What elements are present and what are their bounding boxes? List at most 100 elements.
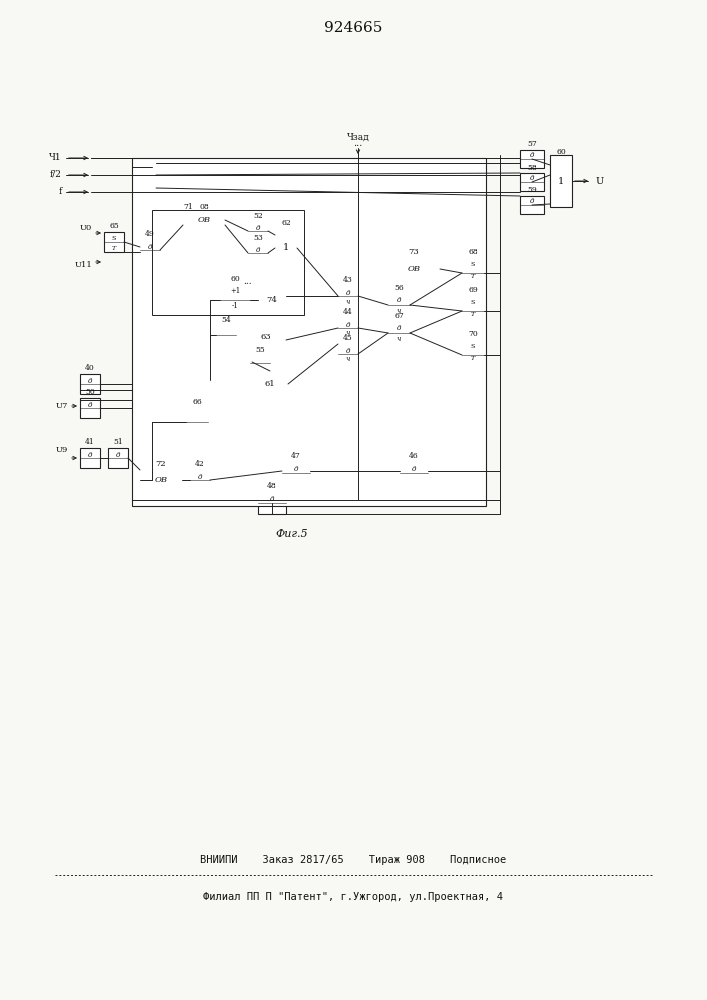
Text: 924665: 924665 xyxy=(324,21,382,35)
Bar xyxy=(252,374,288,394)
Text: 73: 73 xyxy=(409,248,419,256)
Bar xyxy=(183,210,225,230)
Bar xyxy=(338,344,358,364)
Bar xyxy=(462,258,484,288)
Bar xyxy=(462,340,484,370)
Text: 71: 71 xyxy=(183,203,193,211)
Text: ВНИИПИ    Заказ 2817/65    Тираж 908    Подписное: ВНИИПИ Заказ 2817/65 Тираж 908 Подписное xyxy=(200,855,506,865)
Bar xyxy=(338,318,358,338)
Text: ч: ч xyxy=(397,335,401,343)
Text: 48: 48 xyxy=(267,483,277,490)
Text: +1: +1 xyxy=(230,287,240,295)
Text: 1: 1 xyxy=(558,176,564,186)
Text: ч: ч xyxy=(346,355,350,363)
Bar xyxy=(80,398,100,418)
Text: 49: 49 xyxy=(145,231,155,238)
Text: Ч1: Ч1 xyxy=(49,152,62,161)
Text: д: д xyxy=(116,451,120,459)
Text: д: д xyxy=(346,289,350,297)
Text: Филиал ПП П "Патент", г.Ужгород, ул.Проектная, 4: Филиал ПП П "Патент", г.Ужгород, ул.Прое… xyxy=(203,892,503,902)
Bar xyxy=(108,448,128,468)
Text: 60: 60 xyxy=(556,148,566,156)
Text: T: T xyxy=(471,312,475,318)
Bar xyxy=(140,240,160,260)
Text: ...: ... xyxy=(354,138,363,147)
Bar xyxy=(80,374,100,394)
Text: д: д xyxy=(198,473,202,481)
Text: д: д xyxy=(397,296,402,304)
Bar xyxy=(248,222,268,240)
Text: U9: U9 xyxy=(56,446,68,454)
Text: 72: 72 xyxy=(156,460,166,468)
Bar xyxy=(140,470,182,490)
Text: д: д xyxy=(88,401,92,409)
Text: ОВ: ОВ xyxy=(407,265,421,273)
Text: д: д xyxy=(530,197,534,205)
Text: 54: 54 xyxy=(221,316,231,324)
Text: 59: 59 xyxy=(527,186,537,194)
Text: 56: 56 xyxy=(394,284,404,292)
Bar xyxy=(520,196,544,214)
Text: 70: 70 xyxy=(468,330,478,338)
Text: 69: 69 xyxy=(468,286,478,294)
Text: 53: 53 xyxy=(253,234,263,242)
Text: 43: 43 xyxy=(343,276,353,284)
Text: 66: 66 xyxy=(192,398,202,406)
Bar xyxy=(248,244,268,262)
Text: -1: -1 xyxy=(232,302,238,310)
Text: 47: 47 xyxy=(291,452,301,460)
Text: ч: ч xyxy=(397,307,401,315)
Text: f: f xyxy=(59,186,62,196)
Bar xyxy=(520,150,544,168)
Text: 58: 58 xyxy=(527,163,537,172)
Bar xyxy=(80,448,100,468)
Text: 1: 1 xyxy=(283,243,289,252)
Text: S: S xyxy=(112,236,116,241)
Text: д: д xyxy=(148,243,152,251)
Bar xyxy=(338,286,358,306)
Bar xyxy=(216,326,236,344)
Bar xyxy=(282,462,310,484)
Text: 51: 51 xyxy=(113,438,123,446)
Bar xyxy=(462,296,484,326)
Bar xyxy=(132,158,486,506)
Text: ОВ: ОВ xyxy=(155,476,168,484)
Text: д: д xyxy=(346,347,350,355)
Text: f/2: f/2 xyxy=(50,169,62,178)
Text: 40: 40 xyxy=(85,364,95,372)
Text: 62: 62 xyxy=(281,219,291,227)
Text: S: S xyxy=(471,300,475,306)
Bar xyxy=(258,286,286,314)
Text: U11: U11 xyxy=(74,261,92,269)
Text: T: T xyxy=(112,245,116,250)
Bar xyxy=(388,294,410,316)
Bar xyxy=(250,355,270,371)
Text: д: д xyxy=(397,324,402,332)
Text: 68: 68 xyxy=(468,248,478,256)
Text: 67: 67 xyxy=(394,312,404,320)
Text: д: д xyxy=(346,321,350,329)
Text: ОВ: ОВ xyxy=(197,216,211,224)
Text: 44: 44 xyxy=(343,308,353,316)
Text: T: T xyxy=(471,357,475,361)
Bar xyxy=(104,232,124,252)
Text: 55: 55 xyxy=(255,346,265,354)
Text: U: U xyxy=(596,176,604,186)
Text: ч: ч xyxy=(346,329,350,337)
Text: 74: 74 xyxy=(267,296,277,304)
Text: 50: 50 xyxy=(85,388,95,396)
Text: д: д xyxy=(270,495,274,503)
Text: д: д xyxy=(88,451,92,459)
Text: 41: 41 xyxy=(85,438,95,446)
Text: 42: 42 xyxy=(195,460,205,468)
Bar xyxy=(258,492,286,514)
Text: U0: U0 xyxy=(80,224,92,232)
Text: Фиг.5: Фиг.5 xyxy=(276,529,308,539)
Text: ч: ч xyxy=(346,298,350,306)
Bar xyxy=(400,462,428,484)
Text: д: д xyxy=(88,377,92,385)
Text: 61: 61 xyxy=(264,380,275,388)
Bar xyxy=(520,173,544,191)
Text: S: S xyxy=(471,262,475,267)
Text: Чзад: Чзад xyxy=(346,132,369,141)
